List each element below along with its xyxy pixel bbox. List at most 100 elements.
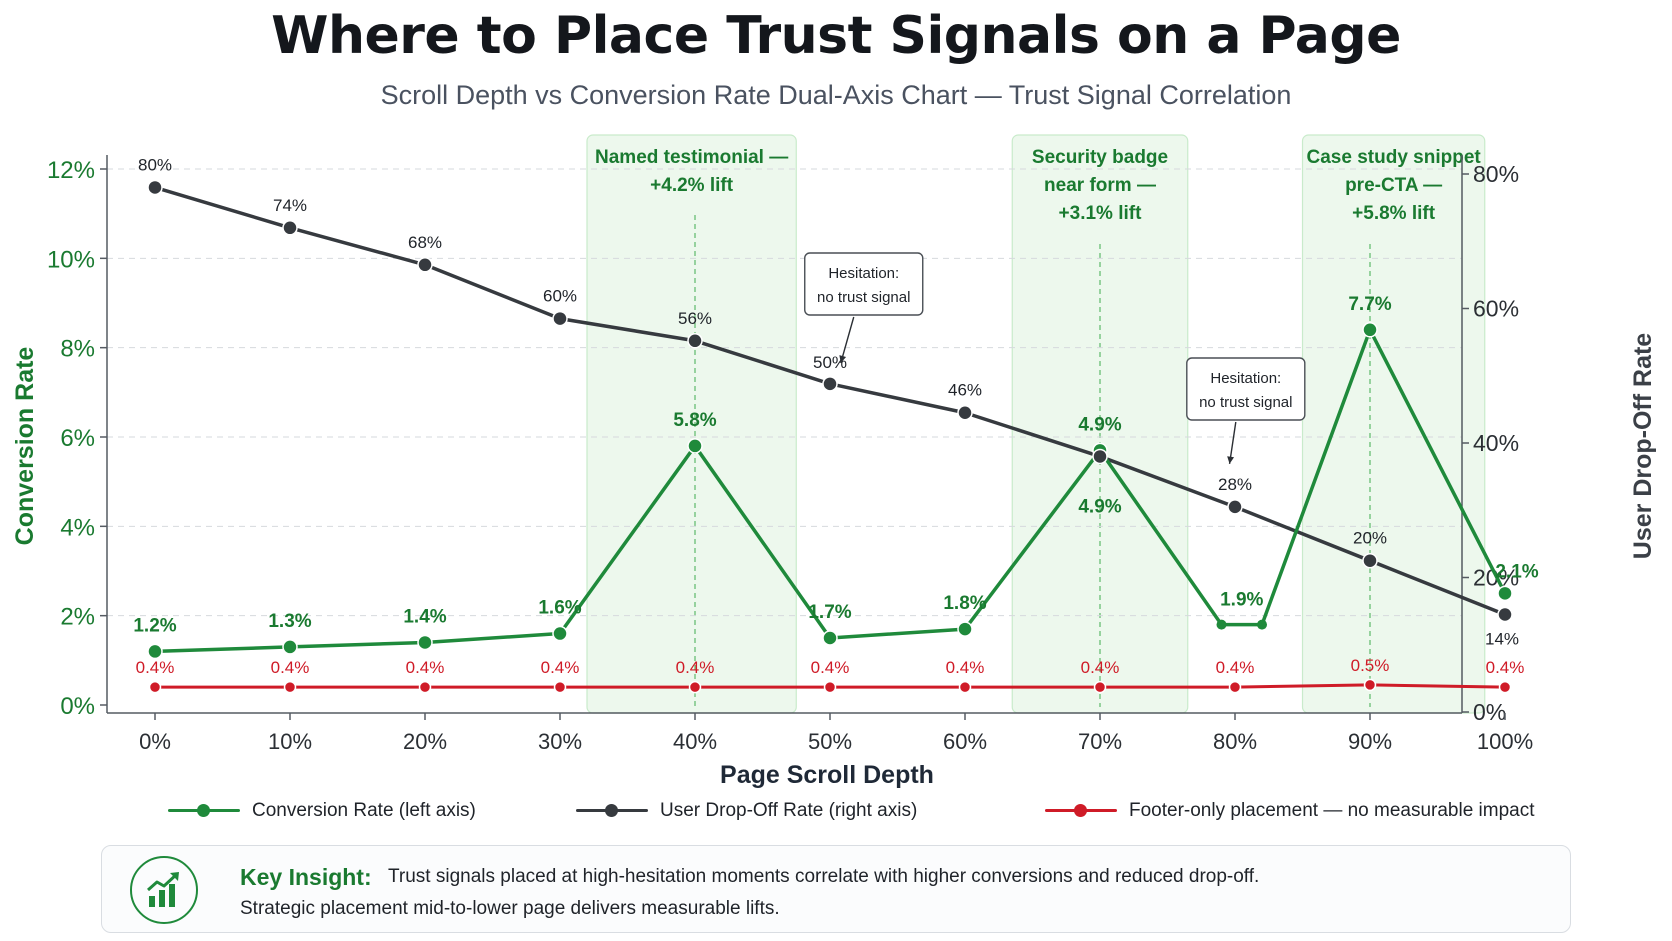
x-tick-label-10: 100% [1477,729,1533,754]
series-1-point-8 [1227,499,1243,515]
left-tick-label-3: 6% [60,425,95,452]
series-2-point-2 [418,680,432,694]
right-tick-label-4: 80% [1473,161,1519,187]
series-2-point-3 [553,680,567,694]
right-tick-label-3: 60% [1473,296,1519,322]
left-tick-label-4: 8% [60,336,95,363]
annotation-arrow-0 [840,316,855,364]
x-tick-label-7: 70% [1078,729,1122,754]
series-1-point-2 [417,257,433,273]
x-tick-label-5: 50% [808,729,852,754]
footer-label-8: 0.4% [1216,658,1255,677]
footer-label-7: 0.4% [1081,658,1120,677]
dropoff-label-1: 74% [273,196,307,215]
series-1-point-1 [282,220,298,236]
legend-swatch-dropoff [576,801,648,821]
series-1-point-6 [957,404,973,421]
dropoff-label-3: 60% [543,287,577,306]
band-label-1-2: +3.1% lift [1059,203,1143,224]
conversion-label-0: 1.2% [133,615,176,636]
footer-label-2: 0.4% [406,658,445,677]
right-tick-label-2: 40% [1473,430,1519,456]
conversion-label2-7: 4.9% [1078,496,1121,517]
footer-label-4: 0.4% [676,658,715,677]
series-2-point-10 [1498,680,1512,694]
legend-label-dropoff: User Drop-Off Rate (right axis) [660,800,918,821]
x-tick-label-2: 20% [403,729,447,754]
legend-swatch-conversion [168,801,240,821]
insight-text-line1: Trust signals placed at high-hesitation … [388,866,1260,887]
series-1-point-9 [1362,552,1378,569]
legend-item-conversion: Conversion Rate (left axis) [168,800,476,822]
chart-title: Where to Place Trust Signals on a Page [271,6,1401,66]
conversion-label-4: 5.8% [673,410,716,431]
y-right-axis-title: User Drop-Off Rate [1629,333,1657,560]
footer-label-10: 0.4% [1486,658,1525,677]
dropoff-label-4: 56% [678,309,712,328]
conversion-label-8: 1.9% [1220,590,1263,611]
legend-label-conversion: Conversion Rate (left axis) [252,800,476,821]
annotation-text-0-1: no trust signal [817,289,910,306]
conversion-label-10: 7.7% [1348,294,1391,315]
x-tick-label-9: 90% [1348,729,1392,754]
series-2-point-0 [148,680,162,694]
annotation-text-1-1: no trust signal [1199,394,1292,411]
series-2-point-9 [1363,678,1377,692]
footer-label-3: 0.4% [541,658,580,677]
x-tick-label-3: 30% [538,729,582,754]
conversion-label-7: 4.9% [1078,414,1121,435]
series-0-point-8 [1216,619,1227,630]
series-0-point-11 [1497,585,1513,602]
left-tick-label-1: 2% [60,604,95,631]
dropoff-label-5: 50% [813,353,847,372]
series-2-point-8 [1228,680,1242,694]
dual-axis-line-chart: Named testimonial — +4.2% lift Security ba… [11,134,1657,789]
legend-label-footer: Footer-only placement — no measurable im… [1129,800,1535,821]
x-tick-label-6: 60% [943,729,987,754]
left-tick-label-5: 10% [47,246,95,273]
footer-label-6: 0.4% [946,658,985,677]
series-0-point-4 [687,438,703,454]
x-tick-label-1: 10% [268,729,312,754]
series-2-point-6 [958,680,972,694]
left-tick-label-0: 0% [60,693,95,720]
series-0-point-3 [552,625,568,642]
series-2-point-1 [283,680,297,694]
band-label-2-2: +5.8% lift [1352,203,1436,224]
growth-chart-icon [130,856,198,924]
band-label-2-1: pre-CTA — [1345,175,1442,196]
series-0-point-6 [957,621,973,637]
band-label-0-1: +4.2% lift [650,175,734,196]
x-axis-title: Page Scroll Depth [720,761,934,789]
legend-item-dropoff: User Drop-Off Rate (right axis) [576,800,917,822]
insight-text-line2: Strategic placement mid-to-lower page de… [240,898,780,919]
conversion-label-1: 1.3% [268,611,311,632]
footer-label-9: 0.5% [1351,656,1390,675]
dropoff-label-0: 80% [138,155,172,174]
series-0-point-5 [822,630,838,646]
chart-subtitle: Scroll Depth vs Conversion Rate Dual-Axi… [380,80,1292,110]
dropoff-label-2: 68% [408,233,442,252]
annotation-text-1-0: Hesitation: [1210,370,1281,387]
dropoff-label-8: 28% [1218,475,1252,494]
series-0-point-2 [417,634,433,651]
band-label-2-0: Case study snippet [1307,147,1482,168]
conversion-label-2: 1.4% [403,606,446,627]
key-insight-box: Key Insight: Trust signals placed at hig… [101,845,1571,933]
series-2-point-7 [1093,680,1107,694]
conversion-label-5: 1.7% [808,602,851,623]
series-0-point-0 [147,643,163,660]
band-label-0-0: Named testimonial — [595,147,788,168]
conversion-label-6: 1.8% [943,593,986,614]
x-tick-label-0: 0% [139,729,171,754]
chart-legend: Conversion Rate (left axis) User Drop-Of… [0,800,1672,830]
series-1-point-3 [552,310,568,327]
footer-label-1: 0.4% [271,658,310,677]
y-left-axis-title: Conversion Rate [11,347,39,546]
x-tick-label-8: 80% [1213,729,1257,754]
legend-swatch-footer [1045,801,1117,821]
dropoff-label-10: 14% [1485,629,1519,648]
left-tick-label-6: 12% [47,157,95,184]
band-label-1-1: near form — [1044,175,1156,196]
series-1-point-4 [687,333,703,349]
